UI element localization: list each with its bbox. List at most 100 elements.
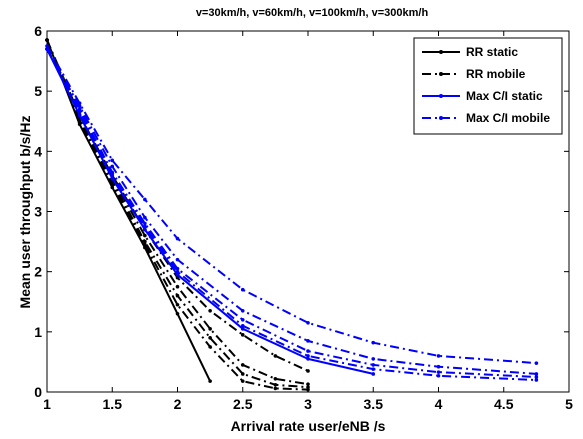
legend-marker <box>439 116 443 120</box>
data-point <box>534 361 539 365</box>
data-point <box>306 321 310 325</box>
data-point <box>240 287 245 292</box>
data-point <box>77 119 82 124</box>
data-point <box>208 336 212 340</box>
legend-marker <box>439 94 443 98</box>
data-point <box>175 302 180 307</box>
y-tick-label: 1 <box>34 324 42 340</box>
data-point <box>371 363 376 367</box>
data-point <box>240 327 245 331</box>
data-point <box>436 373 441 378</box>
legend-marker <box>439 50 443 54</box>
data-point <box>45 44 49 48</box>
data-point <box>175 311 180 316</box>
data-point <box>175 284 180 289</box>
data-point <box>240 324 245 328</box>
data-point <box>371 367 376 371</box>
data-point <box>534 372 539 376</box>
data-point <box>208 327 212 331</box>
legend-label: Max C/I mobile <box>466 111 550 125</box>
series-line-9 <box>46 45 537 365</box>
x-tick-label: 1 <box>43 396 51 412</box>
data-point <box>110 170 115 175</box>
y-axis-label: Mean user throughput b/s/Hz <box>17 116 33 309</box>
x-tick-label: 2.5 <box>233 396 253 412</box>
legend-label: RR mobile <box>466 67 526 81</box>
x-tick-label: 4.5 <box>494 396 514 412</box>
data-point <box>306 349 310 353</box>
data-point <box>143 239 147 244</box>
data-point <box>240 318 245 322</box>
data-point <box>45 38 49 42</box>
legend-label: Max C/I static <box>466 89 543 103</box>
data-point <box>240 372 245 376</box>
data-point <box>273 354 278 358</box>
data-point <box>175 269 180 274</box>
x-axis-label: Arrival rate user/eNB /s <box>231 418 386 434</box>
data-point <box>175 293 180 298</box>
data-point <box>273 386 278 391</box>
data-point <box>534 375 539 379</box>
data-point <box>208 345 212 349</box>
data-point <box>436 354 441 358</box>
data-point <box>143 242 147 247</box>
data-point <box>77 107 82 112</box>
series-line-0 <box>46 39 212 382</box>
data-point <box>77 113 82 118</box>
y-tick-label: 5 <box>34 83 42 99</box>
x-tick-label: 4 <box>435 396 443 412</box>
data-point <box>436 370 441 374</box>
data-point <box>77 101 82 105</box>
legend-label: RR static <box>466 45 518 59</box>
data-point <box>273 382 278 387</box>
y-tick-label: 0 <box>34 384 42 400</box>
data-point <box>143 215 147 220</box>
legend: RR static RR mobile Max C/I static Max C/I … <box>413 37 563 135</box>
data-point <box>208 379 212 383</box>
x-tick-label: 2 <box>174 396 182 412</box>
y-tick-label: 4 <box>34 143 42 159</box>
series-line-1 <box>46 39 309 391</box>
x-tick-label: 3.5 <box>364 396 384 412</box>
data-point <box>175 266 180 271</box>
x-tick-label: 1.5 <box>103 396 123 412</box>
data-point <box>436 364 441 369</box>
series-line-6 <box>46 48 537 381</box>
data-point <box>110 158 115 163</box>
data-point <box>306 354 310 358</box>
legend-marker <box>439 72 443 76</box>
data-point <box>175 275 180 280</box>
data-point <box>534 378 539 382</box>
data-point <box>143 224 147 229</box>
data-point <box>240 363 245 367</box>
data-point <box>306 339 310 343</box>
data-point <box>77 104 82 109</box>
data-point <box>371 357 376 361</box>
data-point <box>371 372 376 376</box>
data-point <box>273 376 278 381</box>
data-point <box>306 357 310 361</box>
data-point <box>240 379 245 383</box>
series-line-5 <box>46 48 374 375</box>
data-point <box>306 382 310 386</box>
series-line-8 <box>46 48 537 375</box>
chart-title: v=30km/h, v=60km/h, v=100km/h, v=300km/h <box>196 7 429 19</box>
data-point <box>110 164 115 169</box>
data-point <box>175 236 180 241</box>
data-point <box>306 369 310 373</box>
data-point <box>240 308 245 313</box>
data-point <box>143 221 147 226</box>
data-point <box>143 233 147 238</box>
data-point <box>175 257 180 262</box>
x-tick-label: 3 <box>304 396 312 412</box>
x-tick-label: 5 <box>565 396 573 412</box>
y-tick-label: 2 <box>34 264 42 280</box>
series-layer <box>45 38 539 392</box>
y-tick-label: 3 <box>34 204 42 220</box>
data-point <box>143 227 147 232</box>
y-tick-label: 6 <box>34 23 42 39</box>
data-point <box>208 308 212 313</box>
data-point <box>143 197 147 202</box>
